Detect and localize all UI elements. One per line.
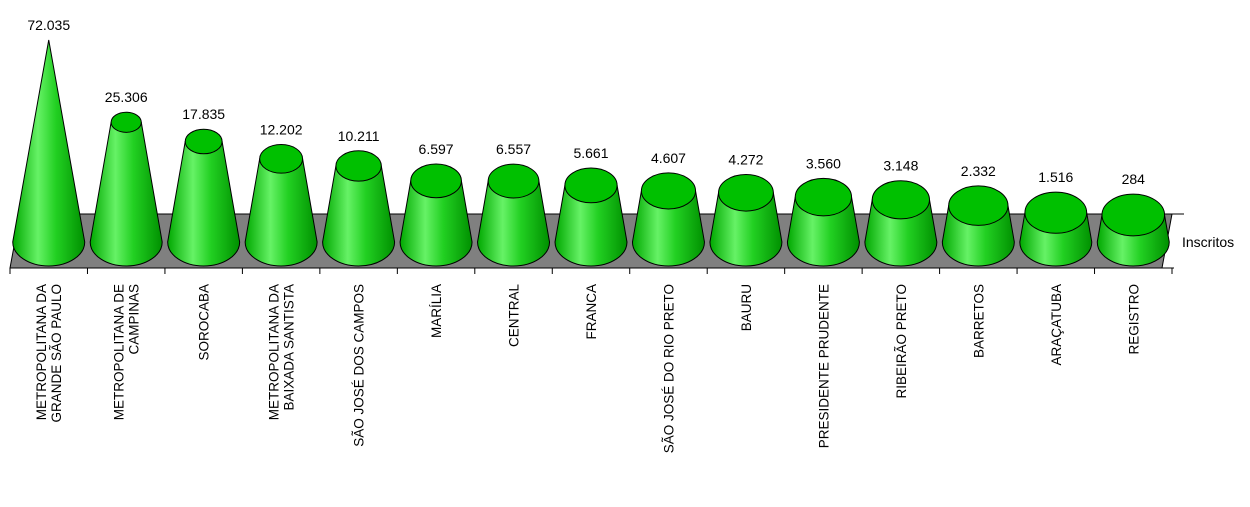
value-label: 284 <box>1122 171 1146 187</box>
value-label: 2.332 <box>961 163 996 179</box>
category-label: CAMPINAS <box>127 284 142 355</box>
value-label: 12.202 <box>260 122 303 138</box>
bar-body <box>786 196 860 267</box>
category-label: METROPOLITANA DA <box>267 284 282 420</box>
category-label: BAIXADA SANTISTA <box>282 284 297 411</box>
bar-body <box>554 184 628 267</box>
category-label: CENTRAL <box>507 284 522 348</box>
bar-top <box>487 163 540 199</box>
category-label: ARAÇATUBA <box>1049 284 1064 366</box>
bar <box>167 128 241 267</box>
category-labels: METROPOLITANA DA GRANDE SÃO PAULO METROPOL… <box>34 284 1141 454</box>
bar-body <box>864 199 938 267</box>
category-label: MARÍLIA <box>429 284 444 338</box>
bar-body <box>12 39 86 267</box>
value-label: 5.661 <box>573 145 608 161</box>
value-label: 25.306 <box>105 89 148 105</box>
series-label-group: Inscritos <box>1182 234 1234 250</box>
value-label: 3.148 <box>883 158 918 174</box>
bar-body <box>244 158 318 267</box>
category-label: RIBEIRÃO PRETO <box>894 284 909 399</box>
category-label: GRANDE SÃO PAULO <box>49 284 64 423</box>
bar-top <box>184 128 223 155</box>
bar-top <box>948 185 1009 226</box>
bar-top <box>794 177 853 217</box>
bar-top <box>410 163 462 199</box>
bar-top <box>110 111 142 133</box>
bar <box>709 174 783 267</box>
bar <box>1019 191 1093 267</box>
value-label: 6.597 <box>419 141 454 157</box>
bar <box>631 172 705 267</box>
category-label: METROPOLITANA DE <box>112 284 127 420</box>
value-label: 10.211 <box>338 128 380 144</box>
value-label: 4.272 <box>728 152 763 168</box>
bar <box>554 167 628 267</box>
bar-body <box>167 140 241 267</box>
bar <box>12 39 86 267</box>
bar <box>477 163 551 267</box>
category-label: BAURU <box>739 284 754 331</box>
value-label: 17.835 <box>182 106 225 122</box>
value-label: 6.557 <box>496 141 531 157</box>
bar-body <box>322 165 396 267</box>
category-label: FRANCA <box>584 284 599 340</box>
bar-body <box>89 121 163 267</box>
bar-top <box>640 172 697 210</box>
bar <box>399 163 473 267</box>
category-label: SÃO JOSÉ DOS CAMPOS <box>352 284 367 447</box>
bar <box>864 180 938 267</box>
bar-body <box>709 192 783 267</box>
bar-top <box>871 180 930 220</box>
bar <box>1096 193 1170 267</box>
bar-top <box>1101 193 1166 237</box>
bar-body <box>399 180 473 267</box>
bar-top <box>335 150 382 182</box>
bar-body <box>631 190 705 267</box>
chart-marks <box>12 39 1170 267</box>
bar <box>941 185 1015 267</box>
category-label: SÃO JOSÉ DO RIO PRETO <box>661 284 676 453</box>
bar-top <box>564 167 618 204</box>
value-label: 1.516 <box>1038 169 1073 185</box>
category-label: METROPOLITANA DA <box>34 284 49 420</box>
bar <box>244 144 318 267</box>
bar-top <box>718 174 774 212</box>
bar-top <box>1024 191 1088 234</box>
bar-top <box>259 144 304 174</box>
bar <box>89 111 163 267</box>
bar <box>786 177 860 267</box>
category-label: REGISTRO <box>1126 284 1141 355</box>
value-label: 72.035 <box>27 17 70 33</box>
category-label: SOROCABA <box>197 284 212 361</box>
category-label: PRESIDENTE PRUDENTE <box>816 284 831 448</box>
category-label: BARRETOS <box>971 284 986 358</box>
value-label: 4.607 <box>651 150 686 166</box>
value-label: 3.560 <box>806 155 841 171</box>
value-labels: 72.035 25.306 17.835 12.202 10.211 6.597 6.557… <box>27 17 1145 187</box>
bar <box>322 150 396 267</box>
bar-body <box>477 180 551 267</box>
series-label: Inscritos <box>1182 234 1234 250</box>
